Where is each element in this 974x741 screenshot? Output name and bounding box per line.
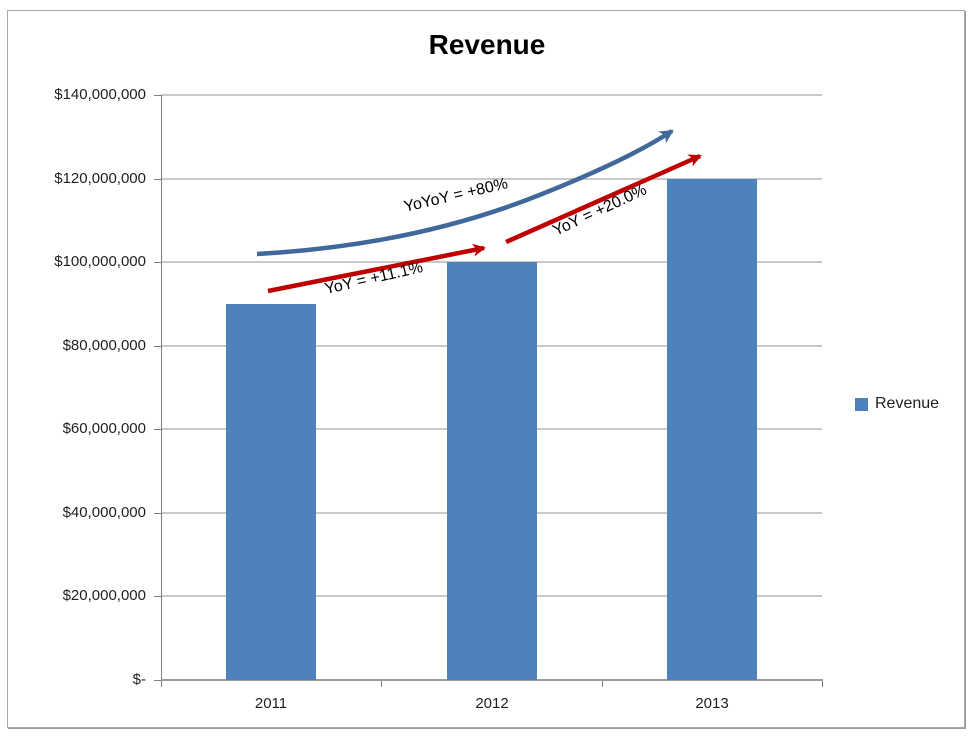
bar-2012 [447,262,537,680]
y-axis-label: $140,000,000 [54,86,146,103]
bar-2013 [667,179,757,680]
y-axis-tick [154,429,161,430]
bar-2011 [226,304,316,680]
y-axis-label: $80,000,000 [62,337,146,354]
x-axis-tick [822,681,823,687]
x-axis-label-2011: 2011 [254,695,288,712]
y-axis-label: $100,000,000 [54,253,146,270]
y-axis-line [161,95,162,680]
legend-label: Revenue [875,395,940,412]
y-axis-label: $120,000,000 [54,170,146,187]
y-axis-tick [154,179,161,180]
y-axis-tick [154,596,161,597]
y-axis-label: $- [132,671,146,688]
y-axis-label: $40,000,000 [62,504,146,521]
legend: Revenue [855,395,939,413]
legend-swatch-revenue [855,397,868,411]
y-axis-tick [154,513,161,514]
y-gridline [161,94,822,96]
y-axis-label: $60,000,000 [62,420,146,437]
y-axis-tick [154,346,161,347]
chart-title: Revenue [428,29,546,60]
y-axis-label: $20,000,000 [62,587,146,604]
x-axis-label-2013: 2013 [695,695,729,712]
x-axis-tick [602,681,603,687]
y-axis-tick [154,262,161,263]
y-axis-tick [154,95,161,96]
y-axis-tick [154,680,161,681]
x-axis-tick [381,681,382,687]
x-axis-line [161,679,823,681]
x-axis-label-2012: 2012 [475,695,509,712]
x-axis-tick [161,681,162,687]
